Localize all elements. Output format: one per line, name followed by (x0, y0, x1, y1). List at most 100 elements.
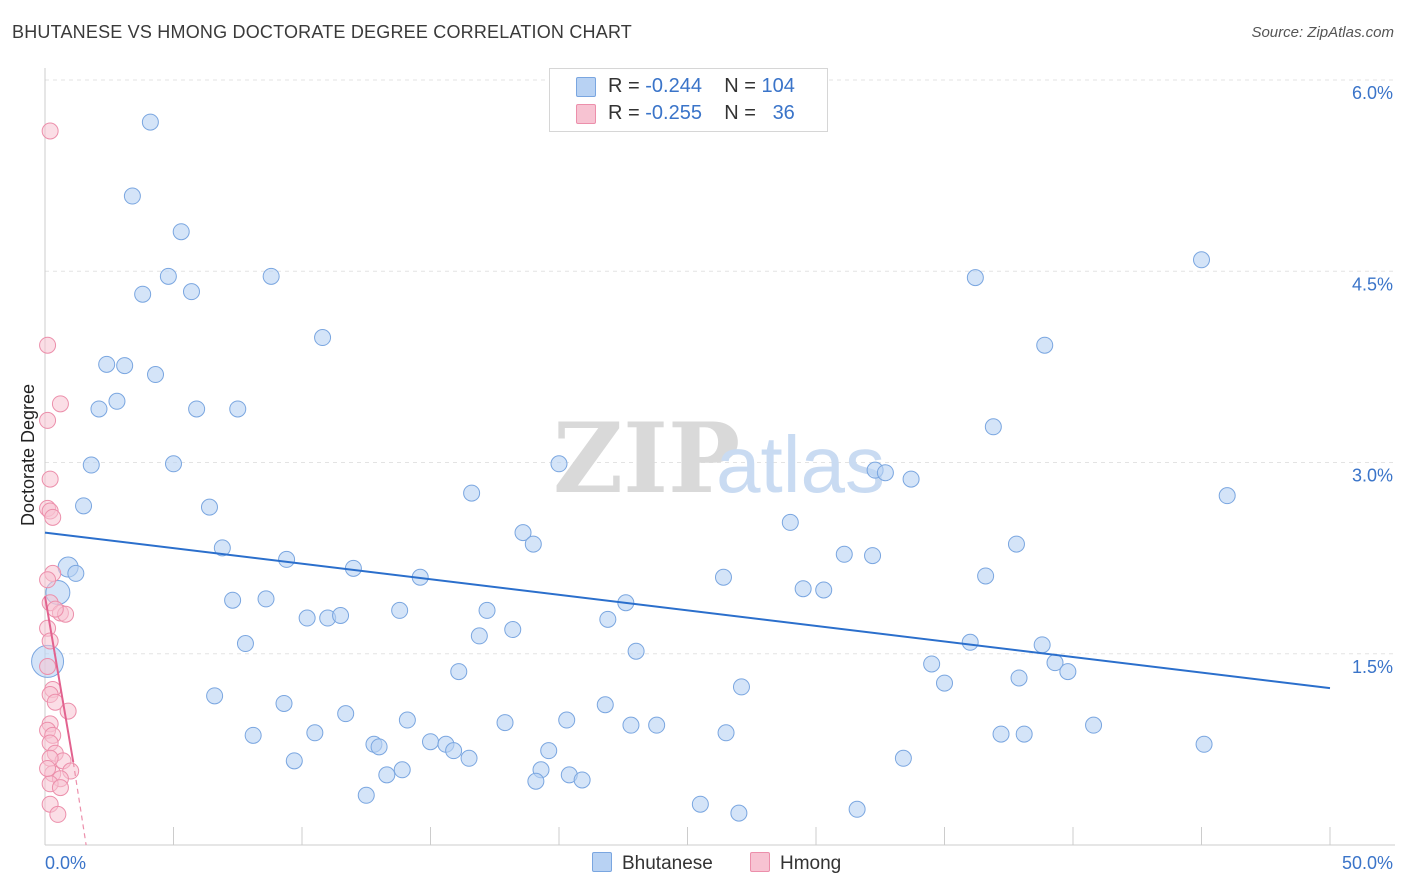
bottom-legend-hmong: Hmong (750, 852, 841, 875)
bhutanese-point (815, 581, 833, 599)
bhutanese-point (337, 705, 355, 723)
source-label: Source: ZipAtlas.com (1251, 24, 1394, 41)
bhutanese-points (31, 113, 1236, 822)
bhutanese-point (236, 635, 254, 653)
bhutanese-point (504, 621, 522, 639)
bhutanese-point (558, 711, 576, 729)
correlation-legend: R = -0.244 N = 104 R = -0.255 N = 36 (549, 68, 828, 132)
bhutanese-point (393, 761, 411, 779)
bhutanese-point (90, 400, 108, 418)
bhutanese-point (714, 568, 732, 586)
hmong-point (44, 508, 62, 526)
hmong-point (41, 470, 59, 488)
bhutanese-point (902, 470, 920, 488)
bhutanese-point (524, 535, 542, 553)
hmong-point (51, 779, 69, 797)
legend-r-value: -0.255 (645, 102, 702, 124)
bhutanese-point (422, 733, 439, 751)
hmong-legend-swatch (750, 852, 770, 872)
bhutanese-point (172, 223, 190, 241)
bhutanese-point (550, 455, 568, 473)
hmong-point (39, 571, 57, 589)
hmong-point (39, 411, 57, 429)
chart-title: BHUTANESE VS HMONG DOCTORATE DEGREE CORR… (12, 22, 633, 42)
bhutanese-point (961, 633, 979, 651)
bhutanese-point (732, 678, 750, 696)
bhutanese-point (165, 455, 182, 473)
bhutanese-point (224, 591, 242, 609)
bhutanese-point (262, 267, 280, 285)
bhutanese-point (1218, 487, 1236, 505)
hmong-point (41, 632, 59, 650)
bhutanese-legend-label: Bhutanese (622, 853, 713, 874)
bhutanese-point (314, 329, 332, 347)
bhutanese-point (1033, 636, 1051, 654)
bhutanese-point (82, 456, 100, 474)
bhutanese-point (977, 567, 995, 585)
bhutanese-point (460, 749, 478, 767)
bhutanese-trend-line (44, 531, 1331, 690)
legend-r-label: R = (608, 102, 640, 124)
bhutanese-point (599, 610, 617, 628)
bhutanese-point (378, 766, 396, 784)
bhutanese-point (1010, 669, 1028, 687)
hmong-legend-label: Hmong (780, 853, 842, 874)
bhutanese-point (75, 497, 93, 515)
x-tick-label-min: 0.0% (45, 853, 86, 873)
bhutanese-point (298, 609, 316, 627)
hmong-trend-line (44, 596, 75, 763)
hmong-swatch (576, 104, 596, 124)
bhutanese-point (1195, 735, 1213, 753)
bhutanese-point (134, 285, 152, 303)
bhutanese-point (540, 742, 558, 760)
watermark-zip: ZIP (553, 402, 740, 515)
bhutanese-point (141, 113, 159, 131)
bhutanese-point (876, 464, 894, 482)
bhutanese-point (463, 484, 481, 502)
hmong-point (59, 702, 77, 720)
hmong-point (46, 600, 64, 618)
bhutanese-point (717, 724, 735, 742)
legend-r-label: R = (608, 75, 640, 97)
legend-n-value: 104 (761, 75, 795, 97)
bhutanese-point (147, 366, 165, 384)
bhutanese-point (648, 716, 666, 734)
bhutanese-point (278, 550, 296, 568)
bhutanese-point (116, 357, 134, 375)
bhutanese-point (188, 400, 206, 418)
bhutanese-point (966, 269, 984, 287)
y-tick-label: 3.0% (1352, 466, 1393, 486)
bhutanese-point (257, 590, 275, 608)
bhutanese-point (123, 187, 141, 205)
grid-lines (45, 79, 1395, 655)
bhutanese-point (370, 738, 388, 756)
bhutanese-point (730, 804, 748, 822)
axes (44, 68, 1395, 846)
hmong-point (49, 805, 67, 823)
trend-lines (44, 531, 1331, 846)
bhutanese-point (864, 547, 882, 565)
y-tick-label: 4.5% (1352, 274, 1393, 294)
bhutanese-point (1085, 716, 1103, 734)
bhutanese-point (391, 601, 409, 619)
legend-n-label: N = (724, 102, 756, 124)
bhutanese-point (496, 714, 514, 732)
hmong-point (41, 122, 59, 140)
bhutanese-legend-swatch (592, 852, 612, 872)
bhutanese-point (398, 711, 416, 729)
bhutanese-point (514, 524, 532, 542)
bhutanese-point (573, 771, 591, 789)
bhutanese-point (450, 663, 468, 681)
bhutanese-point (67, 564, 85, 582)
bhutanese-point (445, 742, 463, 760)
bhutanese-point (213, 539, 231, 557)
hmong-point (51, 395, 69, 413)
bhutanese-point (478, 601, 496, 619)
bhutanese-point (622, 716, 640, 734)
bhutanese-swatch (576, 77, 596, 97)
y-tick-label: 6.0% (1352, 83, 1393, 103)
bhutanese-point (527, 772, 545, 790)
x-tick-label-max: 50.0% (1342, 853, 1393, 873)
